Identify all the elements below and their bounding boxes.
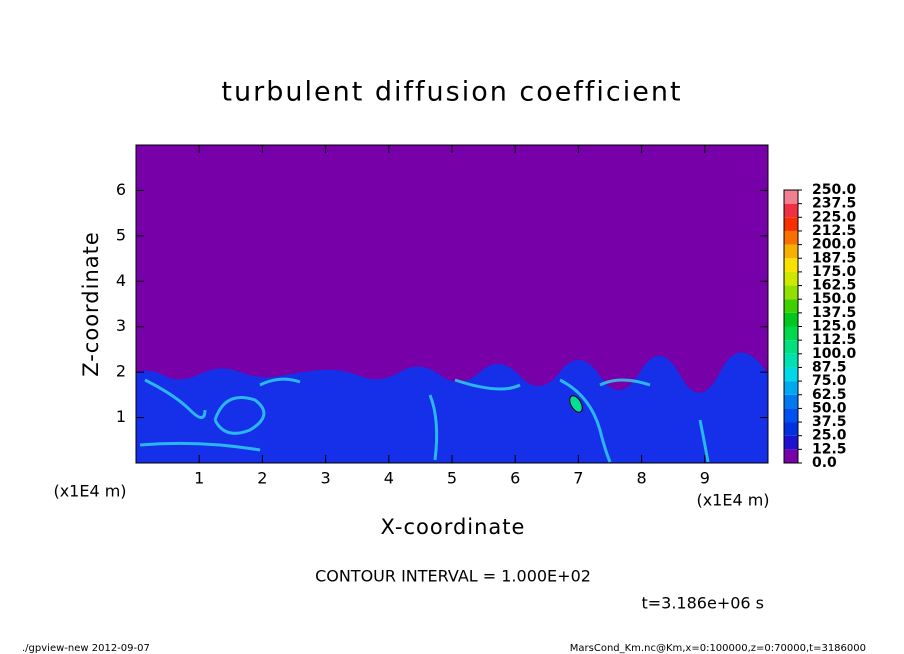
colorbar-box: [784, 190, 798, 204]
x-tick-label: 7: [573, 469, 583, 488]
colorbar-label: 187.5: [812, 250, 856, 266]
colorbar-box: [784, 271, 798, 286]
y-axis-label: Z-coordinate: [79, 231, 103, 377]
colorbar-label: 212.5: [812, 223, 856, 239]
colorbar-box: [784, 285, 798, 300]
colorbar-box: [784, 381, 798, 395]
colorbar-box: [784, 326, 798, 341]
colorbar-label: 250.0: [812, 182, 857, 198]
colorbar-label: 0.0: [812, 455, 837, 471]
colorbar-label: 162.5: [812, 278, 856, 294]
contour-line: [569, 395, 583, 413]
y-tick-label: 3: [116, 316, 126, 335]
y-tick-label: 4: [116, 271, 126, 290]
colorbar-box: [784, 408, 798, 423]
chart-title: turbulent diffusion coefficient: [221, 77, 682, 108]
y-tick-label: 2: [116, 362, 126, 381]
colorbar-label: 37.5: [812, 414, 847, 430]
y-tick-label: 1: [116, 407, 126, 426]
colorbar-box: [784, 230, 798, 245]
x-tick-label: 4: [384, 469, 394, 488]
colorbar-label: 125.0: [812, 319, 857, 335]
x-tick-label: 9: [700, 469, 710, 488]
colorbar-box: [784, 258, 798, 272]
colorbar-label: 50.0: [812, 400, 847, 416]
colorbar-box: [784, 244, 798, 259]
y-tick-label: 6: [116, 180, 126, 199]
colorbar-label: 62.5: [812, 387, 847, 403]
x-axis-label: X-coordinate: [381, 515, 526, 539]
x-tick-label: 2: [257, 469, 267, 488]
colorbar-box: [784, 312, 798, 327]
colorbar-label: 237.5: [812, 196, 856, 212]
x-tick-label: 3: [321, 469, 331, 488]
colorbar-box: [784, 449, 798, 463]
colorbar-label: 12.5: [812, 441, 847, 457]
colorbar-label: 87.5: [812, 359, 847, 375]
colorbar: 0.012.525.037.550.062.575.087.5100.0112.…: [783, 182, 857, 471]
colorbar-label: 175.0: [812, 264, 857, 280]
footer-right: MarsCond_Km.nc@Km,x=0:100000,z=0:70000,t…: [570, 643, 866, 654]
swirls: [139, 377, 710, 463]
field-layer: [136, 352, 768, 463]
colorbar-label: 100.0: [812, 346, 857, 362]
x-tick-label: 1: [194, 469, 204, 488]
colorbar-box: [784, 422, 798, 436]
colorbar-box: [784, 340, 798, 354]
colorbar-box: [784, 353, 798, 368]
x-tick-label: 6: [510, 469, 520, 488]
footer-left: ./gpview-new 2012-09-07: [22, 643, 150, 654]
colorbar-box: [784, 299, 798, 313]
colorbar-label: 225.0: [812, 209, 857, 225]
colorbar-box: [784, 435, 798, 450]
contour-interval: CONTOUR INTERVAL = 1.000E+02: [315, 567, 591, 586]
colorbar-box: [784, 367, 798, 382]
colorbar-box: [784, 217, 798, 231]
y-tick-label: 5: [116, 225, 126, 244]
colorbar-label: 75.0: [812, 373, 847, 389]
time-label: t=3.186e+06 s: [641, 594, 764, 613]
x-tick-label: 5: [447, 469, 457, 488]
y-unit: (x1E4 m): [53, 482, 126, 501]
colorbar-box: [784, 203, 798, 218]
x-tick-label: 8: [637, 469, 647, 488]
colorbar-label: 137.5: [812, 305, 856, 321]
colorbar-label: 112.5: [812, 332, 856, 348]
x-unit: (x1E4 m): [696, 491, 769, 510]
colorbar-label: 25.0: [812, 428, 847, 444]
colorbar-label: 200.0: [812, 237, 857, 253]
colorbar-box: [784, 394, 798, 409]
colorbar-label: 150.0: [812, 291, 857, 307]
